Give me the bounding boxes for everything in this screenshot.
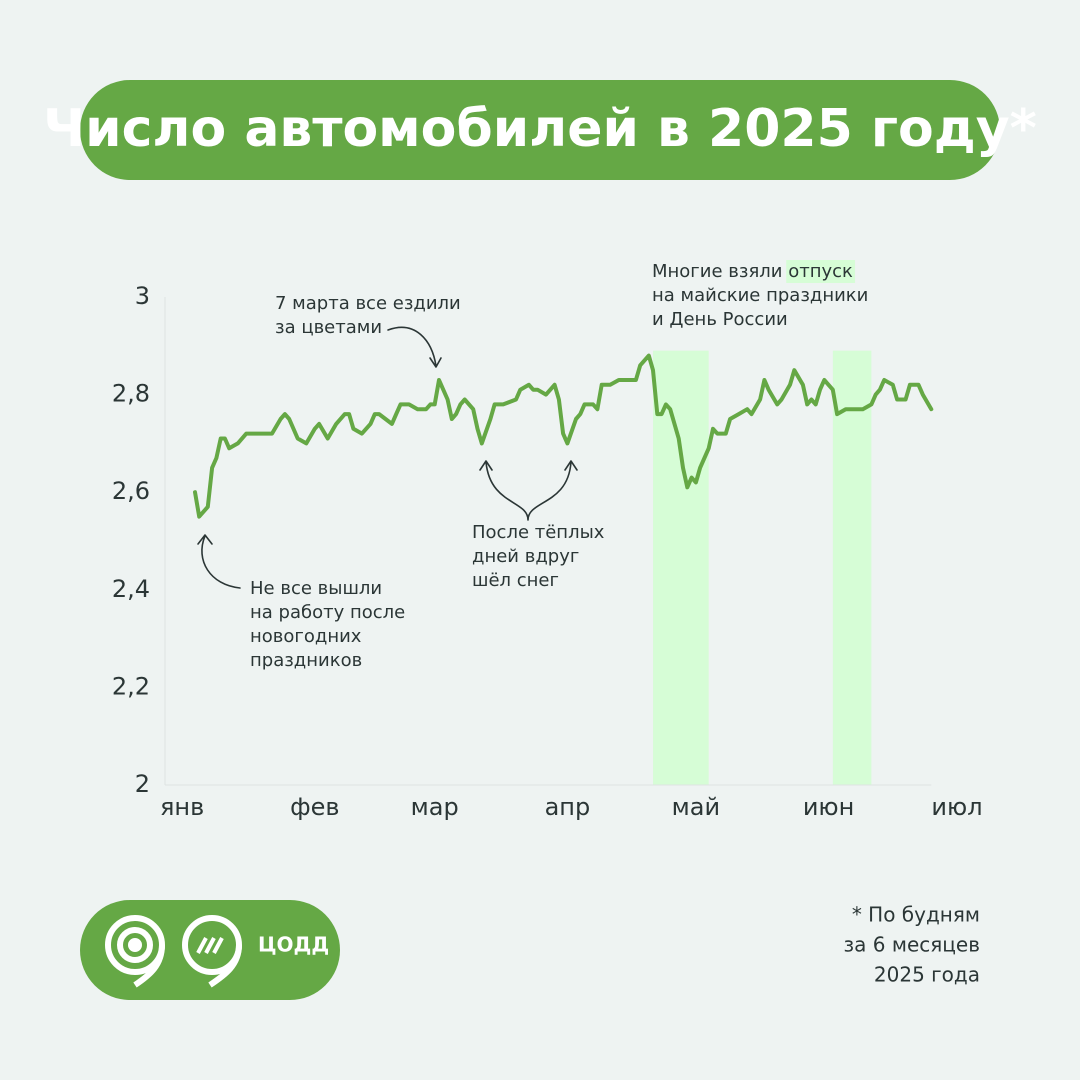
annotation: на майские праздники [652, 285, 868, 306]
arrow [479, 460, 578, 521]
annotation: на работу после [250, 602, 405, 623]
annotation: дней вдруг [472, 546, 579, 567]
y-tick-label: 2,2 [112, 672, 150, 700]
footnote: 2025 года [874, 963, 980, 987]
annotation: Не все вышли [250, 578, 382, 599]
x-tick-label: фев [290, 793, 339, 821]
annotation: праздников [250, 650, 362, 671]
axes: 2 2,2 2,4 2,6 2,8 3 янв фев мар апр май июн июл [112, 282, 983, 821]
highlight-mark [786, 260, 856, 283]
y-tick-label: 3 [135, 282, 150, 310]
annotation: Многие взяли отпуск [652, 261, 853, 282]
title-pill [80, 80, 1000, 180]
annotation: новогодних [250, 626, 362, 647]
highlight-bands [653, 350, 872, 785]
x-tick-label: июл [931, 793, 982, 821]
x-tick-label: янв [160, 793, 204, 821]
x-tick-label: мар [411, 793, 459, 821]
footnote: за 6 месяцев [844, 933, 980, 957]
annotation: шёл снег [472, 570, 559, 591]
footnote: * По будням [852, 903, 980, 927]
y-tick-label: 2,6 [112, 477, 150, 505]
highlight-band [832, 350, 872, 785]
x-tick-label: июн [803, 793, 855, 821]
x-tick-label: апр [545, 793, 591, 821]
data-line [193, 353, 934, 519]
annotation: После тёплых [472, 522, 605, 543]
y-tick-label: 2,8 [112, 380, 150, 408]
highlight-band [653, 350, 709, 785]
annotation: и День России [652, 309, 788, 330]
annotation: за цветами [275, 317, 382, 338]
y-tick-label: 2 [135, 770, 150, 798]
logo-text: ЦОДД [258, 933, 329, 957]
annotation-text: Многие взяли [652, 261, 782, 282]
annotation: 7 марта все ездили [275, 293, 461, 314]
arrow [197, 534, 241, 589]
y-tick-label: 2,4 [112, 575, 150, 603]
annotation-highlight: отпуск [788, 261, 853, 282]
logo-icon [105, 915, 242, 988]
chart-title: Число автомобилей в 2025 году* [43, 99, 1037, 159]
x-tick-label: май [672, 793, 720, 821]
arrow [387, 326, 442, 368]
